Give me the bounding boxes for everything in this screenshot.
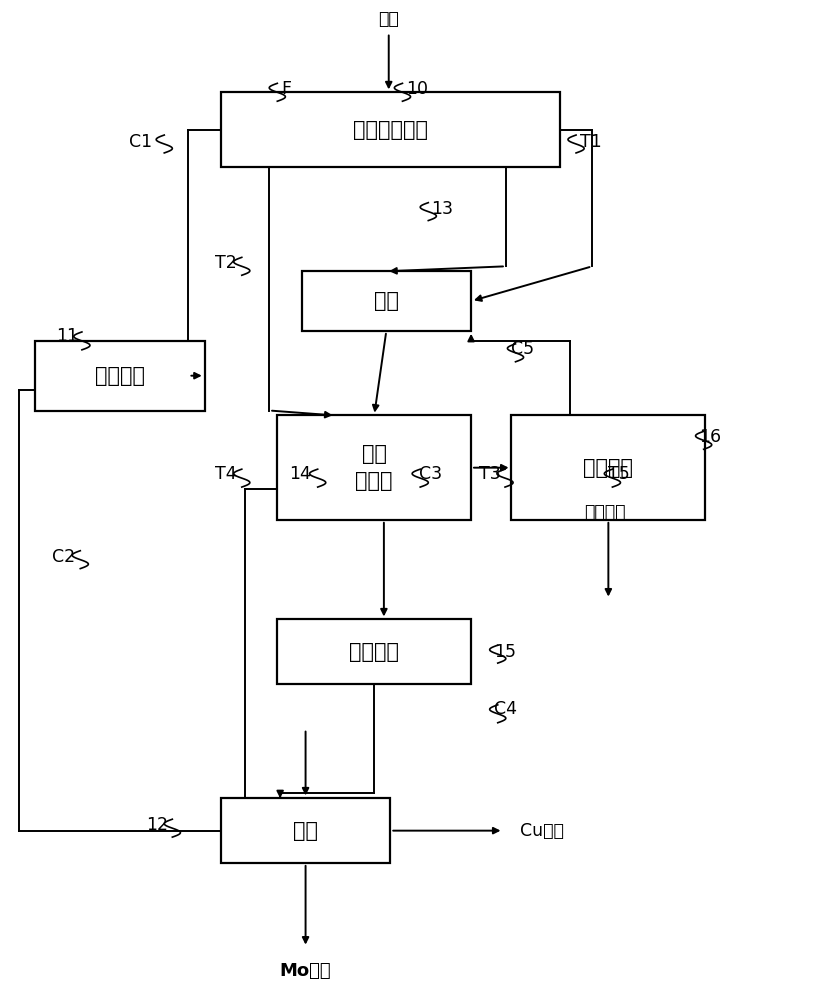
Text: C5: C5 — [511, 340, 535, 358]
Text: 混合
粗浮选: 混合 粗浮选 — [355, 444, 393, 491]
Bar — [511, 415, 705, 520]
Bar — [35, 341, 205, 410]
Text: C2: C2 — [52, 548, 76, 566]
Text: 混合快速浮选: 混合快速浮选 — [353, 120, 428, 140]
Text: 15: 15 — [493, 643, 515, 661]
Bar — [221, 92, 560, 167]
Text: 16: 16 — [699, 428, 721, 446]
Bar — [277, 415, 471, 520]
Text: 14: 14 — [289, 465, 311, 483]
Text: Mo精矿: Mo精矿 — [280, 962, 332, 980]
Text: F: F — [281, 80, 291, 98]
Text: 矿石: 矿石 — [378, 10, 399, 28]
Text: T5: T5 — [608, 465, 630, 483]
Text: 研磨: 研磨 — [374, 291, 399, 311]
Text: Cu精矿: Cu精矿 — [520, 822, 563, 840]
Text: C1: C1 — [129, 133, 152, 151]
Text: 混合扫选: 混合扫选 — [584, 458, 633, 478]
Text: T4: T4 — [215, 465, 237, 483]
Bar — [221, 798, 390, 863]
Text: 选择: 选择 — [293, 821, 318, 841]
Text: 最终尾矿: 最终尾矿 — [584, 503, 626, 521]
Text: T2: T2 — [215, 254, 237, 272]
Text: 净化回路: 净化回路 — [350, 642, 399, 662]
Text: 13: 13 — [431, 200, 453, 218]
Text: 10: 10 — [406, 80, 428, 98]
Bar — [302, 271, 471, 331]
Text: 12: 12 — [146, 816, 168, 834]
Bar — [277, 619, 471, 684]
Text: 11: 11 — [56, 327, 78, 345]
Text: C4: C4 — [493, 700, 517, 718]
Text: T3: T3 — [479, 465, 501, 483]
Text: 净化浮选: 净化浮选 — [95, 366, 145, 386]
Text: T1: T1 — [580, 133, 602, 151]
Text: C3: C3 — [419, 465, 441, 483]
